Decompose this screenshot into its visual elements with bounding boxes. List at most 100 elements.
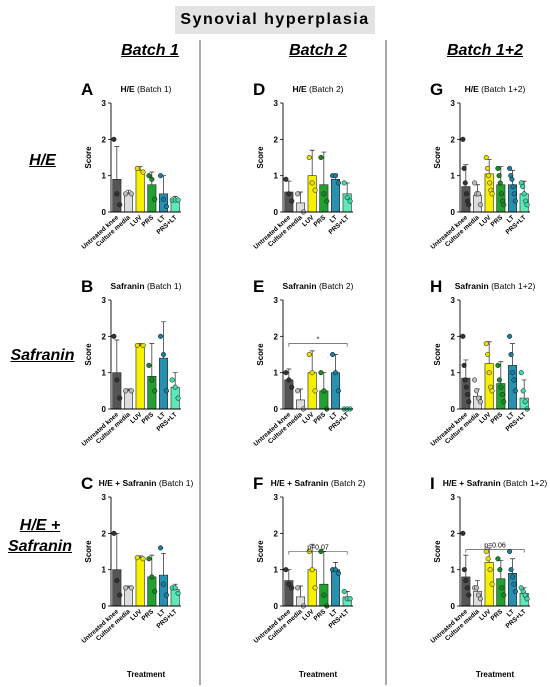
data-point bbox=[520, 388, 526, 394]
y-tick-label: 1 bbox=[102, 566, 107, 575]
data-point bbox=[318, 370, 324, 376]
panel-letter: G bbox=[430, 80, 443, 99]
data-point bbox=[312, 187, 318, 193]
data-point bbox=[158, 173, 164, 179]
x-axis-label: Treatment bbox=[299, 670, 338, 679]
data-point bbox=[134, 342, 140, 348]
data-point bbox=[509, 574, 516, 580]
error-bar bbox=[161, 552, 166, 576]
panel-title-sub: (Batch 2) bbox=[309, 84, 344, 94]
data-point bbox=[140, 556, 146, 562]
data-point bbox=[498, 191, 504, 197]
error-bar bbox=[333, 354, 338, 373]
data-point bbox=[524, 596, 530, 602]
panel-title-main: H/E bbox=[120, 84, 135, 94]
y-tick-label: 0 bbox=[451, 405, 456, 414]
x-tick-label: PRS bbox=[490, 214, 505, 229]
data-point bbox=[486, 173, 492, 179]
data-point bbox=[128, 585, 134, 591]
data-point bbox=[321, 191, 327, 197]
y-axis-label: Score bbox=[256, 146, 265, 169]
error-bar bbox=[149, 554, 155, 577]
y-tick-label: 2 bbox=[451, 135, 456, 144]
x-tick-label: LT bbox=[157, 608, 167, 618]
data-point bbox=[149, 176, 155, 182]
y-tick-label: 0 bbox=[451, 208, 456, 217]
data-point bbox=[309, 180, 315, 186]
data-point bbox=[306, 154, 312, 161]
x-tick-label: PRS bbox=[141, 411, 156, 426]
panel-title-main: H/E bbox=[465, 84, 480, 94]
error-bar bbox=[309, 350, 315, 373]
data-point bbox=[524, 202, 530, 208]
panel-letter: B bbox=[81, 277, 93, 296]
data-point bbox=[499, 391, 505, 398]
data-point bbox=[158, 333, 164, 339]
data-point bbox=[510, 184, 516, 190]
data-point bbox=[472, 180, 478, 186]
data-point bbox=[461, 165, 467, 171]
row-header: H/E + Safranin bbox=[7, 517, 72, 555]
data-point bbox=[460, 136, 466, 142]
significance-bracket bbox=[288, 551, 348, 555]
panel-title: H/E (Batch 1+2) bbox=[465, 84, 526, 94]
data-point bbox=[495, 362, 501, 368]
error-bar bbox=[321, 551, 327, 585]
y-axis-label: Score bbox=[84, 540, 93, 563]
data-point bbox=[463, 384, 469, 390]
bar bbox=[496, 184, 506, 213]
error-bar bbox=[321, 151, 327, 185]
y-tick-label: 1 bbox=[274, 566, 279, 575]
bar bbox=[135, 557, 145, 607]
panel-title: H/E (Batch 1) bbox=[120, 84, 171, 94]
y-tick-label: 0 bbox=[274, 602, 279, 611]
bar bbox=[159, 574, 169, 607]
data-point bbox=[501, 202, 507, 208]
y-tick-label: 0 bbox=[102, 405, 107, 414]
panel-letter: C bbox=[81, 474, 93, 493]
data-point bbox=[511, 581, 517, 587]
y-tick-label: 1 bbox=[451, 172, 456, 181]
x-axis-label: Treatment bbox=[127, 670, 166, 679]
panel-title: Safranin (Batch 2) bbox=[283, 281, 354, 291]
data-point bbox=[501, 399, 507, 405]
y-axis-label: Score bbox=[84, 146, 93, 169]
y-tick-label: 2 bbox=[102, 332, 107, 341]
axes bbox=[110, 497, 181, 607]
data-point bbox=[489, 388, 495, 394]
data-point bbox=[489, 191, 495, 197]
data-point bbox=[163, 204, 169, 210]
x-tick-label: PRS bbox=[141, 214, 156, 229]
x-tick-label: LT bbox=[506, 214, 516, 224]
data-point bbox=[283, 370, 289, 376]
bar bbox=[159, 193, 169, 213]
y-tick-label: 3 bbox=[451, 296, 456, 305]
data-point bbox=[169, 377, 175, 383]
data-point bbox=[347, 198, 353, 204]
data-point bbox=[289, 384, 295, 390]
panel-title-sub: (Batch 1+2) bbox=[481, 84, 525, 94]
x-tick-label: PRS bbox=[313, 411, 328, 426]
data-point bbox=[509, 370, 516, 376]
data-point bbox=[175, 395, 181, 401]
panel-title-sub: (Batch 1) bbox=[159, 478, 194, 488]
y-axis-label: Score bbox=[433, 540, 442, 563]
data-point bbox=[466, 592, 472, 598]
data-point bbox=[321, 388, 327, 394]
x-tick-label: PRS bbox=[141, 608, 156, 623]
data-point bbox=[160, 351, 167, 358]
data-point bbox=[289, 198, 295, 204]
panel-title-main: Safranin bbox=[111, 281, 145, 291]
data-point bbox=[499, 585, 505, 591]
x-tick-label: PRS bbox=[313, 214, 328, 229]
panel-title: H/E + Safranin (Batch 1+2) bbox=[443, 478, 548, 488]
y-axis-label: Score bbox=[433, 146, 442, 169]
data-point bbox=[140, 169, 146, 175]
figure-title: Synovial hyperplasia bbox=[175, 6, 375, 34]
data-point bbox=[484, 165, 490, 171]
significance-bracket bbox=[288, 343, 348, 347]
column-header: Batch 1+2 bbox=[446, 42, 524, 59]
significance-label: p=0.06 bbox=[484, 543, 506, 550]
y-tick-label: 2 bbox=[102, 135, 107, 144]
